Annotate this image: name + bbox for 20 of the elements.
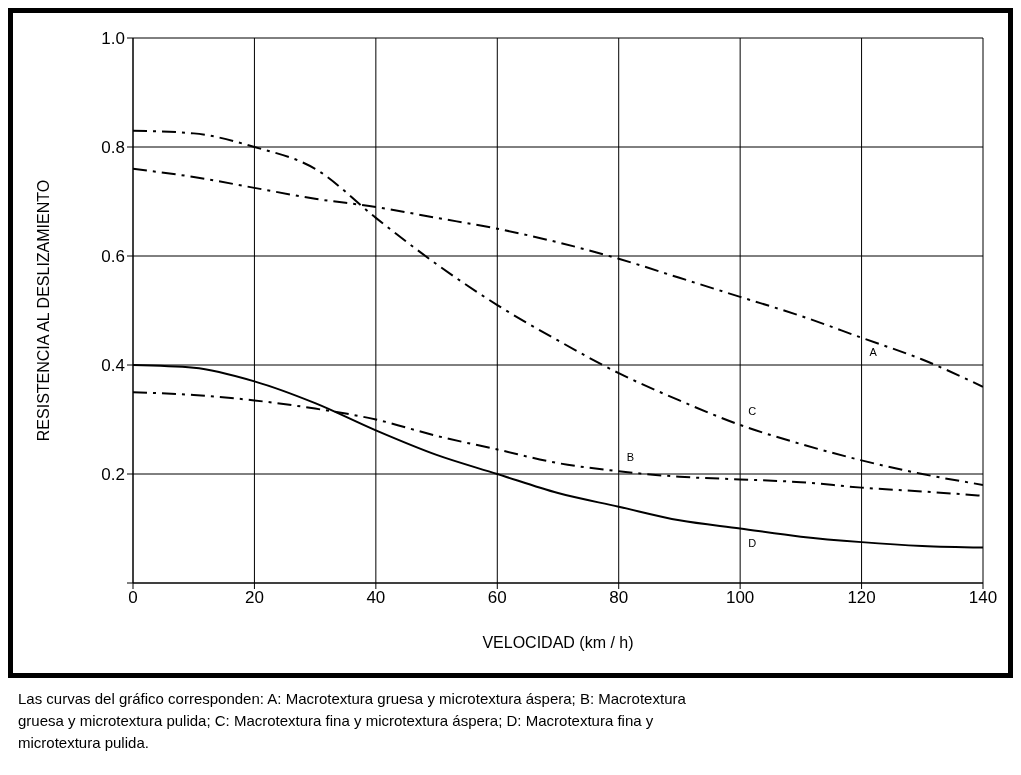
- series-label: D: [748, 536, 757, 549]
- x-axis-title: VELOCIDAD (km / h): [482, 634, 634, 651]
- series-label: A: [869, 345, 878, 358]
- x-tick-label: 120: [847, 588, 876, 608]
- x-tick-label: 80: [609, 588, 629, 608]
- series-label: B: [626, 451, 635, 464]
- y-tick-label: 0.8: [101, 138, 125, 158]
- series-label: C: [748, 404, 757, 417]
- x-tick-label: 40: [366, 588, 386, 608]
- y-axis-title: RESISTENCIA AL DESLIZAMIENTO: [34, 179, 52, 442]
- y-tick-label: 0.6: [101, 247, 125, 267]
- x-tick-label: 60: [487, 588, 507, 608]
- text: Las curvas del gráfico corresponden: A: Macrotextura gruesa y microtextura áspera; B: Macrotextura gruesa y microtextura pulida; C: Macrotextura fina y microtextura áspera; D: Macrotextura fina y microtextura pulida.: [17, 689, 687, 753]
- x-tick-label: 140: [968, 588, 998, 608]
- x-tick-label: 0: [128, 588, 138, 608]
- y-tick-label: 0.2: [101, 465, 125, 485]
- x-tick-label: 100: [725, 588, 755, 608]
- x-tick-label: 20: [244, 588, 264, 608]
- y-tick-label: 1.0: [101, 29, 125, 49]
- y-tick-label: 0.4: [101, 356, 125, 376]
